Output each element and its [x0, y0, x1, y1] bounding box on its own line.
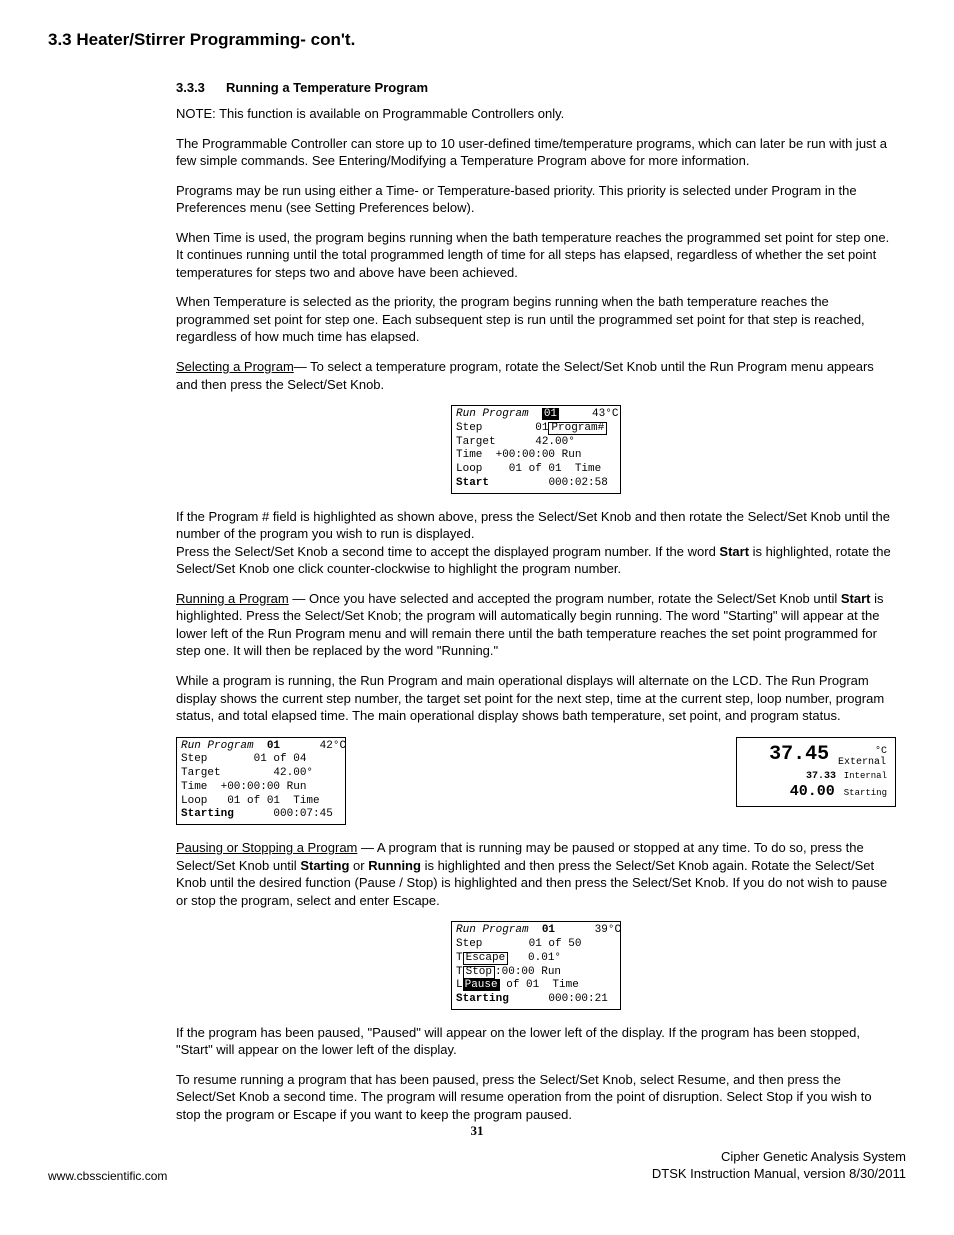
lcd-line: Time +00:00:00 Run: [456, 449, 581, 461]
body-text: Pausing or Stopping a Program — A progra…: [176, 839, 896, 909]
section-heading: 3.3 Heater/Stirrer Programming- con't.: [48, 30, 906, 50]
lcd-box: Program#: [548, 422, 607, 436]
op-label: Internal: [844, 771, 887, 781]
subsection-number: 3.3.3: [176, 80, 226, 95]
lcd-frag: T: [456, 966, 463, 978]
lcd-elapsed: 000:02:58: [548, 477, 607, 489]
content-block: 3.3.3Running a Temperature Program NOTE:…: [48, 80, 906, 1124]
body-text: If the program has been paused, "Paused"…: [176, 1024, 896, 1059]
lcd-line: Target 42.00°: [456, 436, 575, 448]
lcd-frag: :00:00 Run: [495, 966, 561, 978]
lcd-title: Run Program: [456, 408, 529, 420]
lcd-prog: 01: [542, 924, 555, 936]
lcd-elapsed: 000:07:45: [273, 808, 332, 820]
footer-right: Cipher Genetic Analysis System DTSK Inst…: [652, 1148, 906, 1183]
lcd-prog: 01: [267, 740, 280, 752]
body-text: When Time is used, the program begins ru…: [176, 229, 896, 282]
op-temp-internal: 37.33: [806, 771, 836, 782]
display-pair: Run Program 01 42°C Step 01 of 04 Target…: [176, 737, 896, 826]
lcd-status: Starting: [181, 808, 234, 820]
lcd-line: Loop 01 of 01 Time: [456, 463, 601, 475]
body-text: Press the Select/Set Knob a second time …: [176, 543, 896, 578]
footer-product: Cipher Genetic Analysis System: [652, 1148, 906, 1166]
subsection-heading: 3.3.3Running a Temperature Program: [176, 80, 896, 95]
footer-version: DTSK Instruction Manual, version 8/30/20…: [652, 1165, 906, 1183]
lcd-operational-display: 37.45 °CExternal 37.33 Internal 40.00 St…: [736, 737, 896, 808]
lcd-frag: T: [456, 952, 463, 964]
lcd-menu-stop: Stop: [463, 966, 495, 980]
lcd-line: Time +00:00:00 Run: [181, 781, 306, 793]
inline-heading: Selecting a Program: [176, 359, 294, 374]
inline-text: Press the Select/Set Knob a second time …: [176, 544, 719, 559]
subsection-title: Running a Temperature Program: [226, 80, 428, 95]
lcd-line: Step 01: [456, 422, 548, 434]
lcd-frag: 0.01°: [508, 952, 561, 964]
inline-heading: Running a Program: [176, 591, 289, 606]
op-row: 40.00 Starting: [745, 784, 887, 801]
inline-bold: Running: [368, 858, 421, 873]
lcd-menu-escape: Escape: [463, 952, 509, 966]
lcd-title: Run Program: [456, 924, 529, 936]
lcd-highlight: 01: [542, 408, 559, 420]
body-text: When Temperature is selected as the prio…: [176, 293, 896, 346]
lcd-status: Starting: [456, 993, 509, 1005]
op-temp-external: 37.45: [769, 743, 829, 766]
lcd-frag: L: [456, 979, 463, 991]
lcd-temp: 39°C: [595, 924, 621, 936]
op-row: 37.45 °CExternal: [745, 744, 887, 768]
lcd-line: Step 01 of 04: [181, 753, 306, 765]
body-text: Selecting a Program— To select a tempera…: [176, 358, 896, 393]
body-text: The Programmable Controller can store up…: [176, 135, 896, 170]
footer-url: www.cbsscientific.com: [48, 1169, 167, 1183]
lcd-status: Start: [456, 477, 489, 489]
lcd-run-program-starting: Run Program 01 42°C Step 01 of 04 Target…: [176, 737, 346, 826]
body-text: Programs may be run using either a Time-…: [176, 182, 896, 217]
lcd-line: Loop 01 of 01 Time: [181, 795, 320, 807]
note-text: NOTE: This function is available on Prog…: [176, 105, 896, 123]
lcd-menu-pause: Pause: [463, 979, 500, 991]
op-label: Starting: [844, 788, 887, 798]
inline-text: — Once you have selected and accepted th…: [289, 591, 841, 606]
lcd-line: Target 42.00°: [181, 767, 313, 779]
lcd-elapsed: 000:00:21: [548, 993, 607, 1005]
lcd-title: Run Program: [181, 740, 254, 752]
op-setpoint: 40.00: [790, 783, 835, 800]
inline-bold: Starting: [300, 858, 349, 873]
lcd-pause-menu: Run Program 01 39°C Step 01 of 50 TEscap…: [451, 921, 621, 1010]
op-row: 37.33 Internal: [745, 768, 887, 782]
lcd-temp: 42°C: [320, 740, 346, 752]
lcd-run-program-select: Run Program 01 43°C Step 01Program# Targ…: [451, 405, 621, 494]
page-number: 31: [0, 1123, 954, 1139]
body-text: Running a Program — Once you have select…: [176, 590, 896, 660]
body-text: To resume running a program that has bee…: [176, 1071, 896, 1124]
inline-text: or: [349, 858, 368, 873]
op-unit: °CExternal: [837, 746, 887, 768]
lcd-temp: 43°C: [592, 408, 618, 420]
inline-bold: Start: [719, 544, 749, 559]
body-text: While a program is running, the Run Prog…: [176, 672, 896, 725]
lcd-line: Step 01 of 50: [456, 938, 581, 950]
inline-bold: Start: [841, 591, 871, 606]
lcd-frag: of 01 Time: [500, 979, 579, 991]
inline-heading: Pausing or Stopping a Program: [176, 840, 357, 855]
body-text: If the Program # field is highlighted as…: [176, 508, 896, 543]
